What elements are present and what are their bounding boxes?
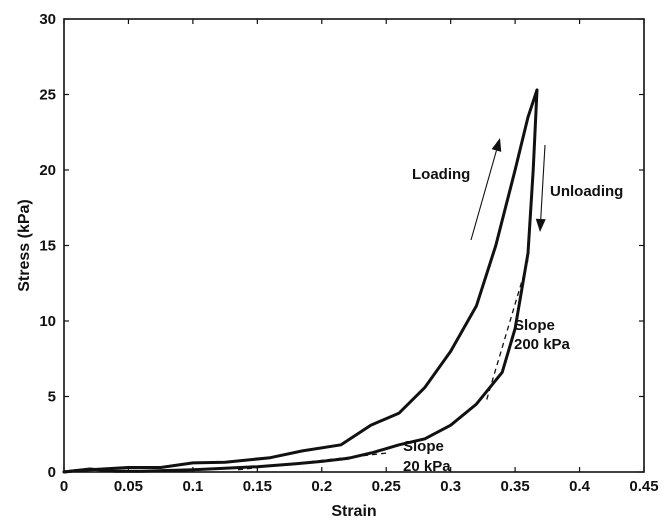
y-tick-label: 25 (39, 87, 56, 104)
x-tick-label: 0.4 (569, 478, 591, 495)
y-tick-label: 0 (48, 464, 56, 481)
plot-frame (63, 18, 645, 473)
y-axis-label: Stress (kPa) (16, 199, 33, 292)
x-tick-label: 0.05 (114, 478, 143, 495)
series-layer (62, 88, 539, 474)
x-tick-label: 0.1 (182, 478, 203, 495)
loading-arrowhead (491, 138, 502, 152)
x-tick-label: 0.25 (372, 478, 401, 495)
fit-label-200kpa-line2: 200 kPa (514, 336, 571, 353)
x-tick-label: 0.3 (440, 478, 461, 495)
loading-curve (62, 88, 539, 474)
unloading-arrow (540, 144, 546, 220)
loading-annotation: Loading (412, 166, 470, 183)
x-tick-label: 0.15 (243, 478, 272, 495)
slope-fit-line (486, 260, 529, 400)
x-axis-label: Strain (331, 503, 376, 520)
unloading-arrowhead (535, 218, 546, 232)
x-tick-label: 0.45 (629, 478, 658, 495)
unloading-curve (62, 88, 539, 474)
y-tick-label: 15 (39, 238, 56, 255)
y-tick-label: 5 (48, 389, 56, 406)
ticks-layer: 0 0.05 0.1 0.15 0.2 0.25 0.3 0.35 0.4 0.45 0 5 10 15 2… (39, 11, 658, 495)
fit-label-20kpa-line1: Slope (403, 438, 444, 455)
y-tick-label: 20 (39, 162, 56, 179)
x-tick-label: 0.35 (501, 478, 530, 495)
x-tick-label: 0.2 (311, 478, 332, 495)
unloading-annotation: Unloading (550, 183, 623, 200)
y-tick-label: 30 (39, 11, 56, 28)
fit-label-20kpa-line2: 20 kPa (403, 458, 451, 475)
loading-arrow (470, 150, 497, 241)
fit-label-200kpa-line1: Slope (514, 317, 555, 334)
y-tick-label: 10 (39, 313, 56, 330)
fit-lines-layer (237, 260, 529, 471)
x-tick-label: 0 (60, 478, 68, 495)
